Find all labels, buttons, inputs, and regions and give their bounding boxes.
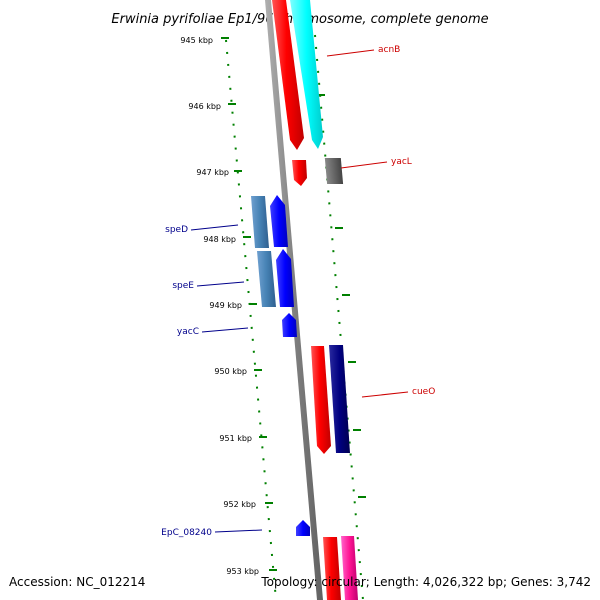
gene-bottom-red[interactable]: [323, 537, 341, 600]
gene-labels: acnB yacL cueO speD speE yacC EpC_08240: [161, 45, 435, 538]
gene-yacL-arrow[interactable]: [292, 160, 307, 186]
gene-bottom-pink[interactable]: [341, 536, 358, 600]
label-speD[interactable]: speD: [165, 225, 188, 235]
gene-acnB-arrow[interactable]: [272, 0, 304, 150]
tick-label-945: 945 kbp: [180, 36, 213, 45]
label-yacL[interactable]: yacL: [391, 157, 412, 167]
topology-text: Topology: circular; Length: 4,026,322 bp…: [260, 575, 591, 589]
label-speE[interactable]: speE: [172, 281, 194, 291]
ruler-ticks-left: [221, 37, 277, 571]
sequence-backbone: [265, 0, 323, 600]
ruler-tick-labels: 945 kbp 946 kbp 947 kbp 948 kbp 949 kbp …: [180, 36, 259, 576]
gene-speD-arrow[interactable]: [270, 195, 288, 247]
tick-label-949: 949 kbp: [209, 301, 242, 310]
gene-cueO-arrow[interactable]: [311, 346, 331, 454]
ruler-left: [225, 39, 277, 600]
label-acnB[interactable]: acnB: [378, 45, 400, 55]
tick-label-953: 953 kbp: [226, 567, 259, 576]
gene-speE-block[interactable]: [257, 251, 276, 307]
gene-speD-block[interactable]: [251, 196, 269, 248]
gene-EpC_08240-arrow[interactable]: [296, 520, 310, 536]
label-leaders: [190, 49, 409, 533]
gene-speE-arrow[interactable]: [276, 249, 294, 307]
accession-text: Accession: NC_012214: [9, 575, 145, 589]
label-cueO[interactable]: cueO: [412, 387, 435, 397]
label-yacC[interactable]: yacC: [177, 327, 199, 337]
label-EpC_08240[interactable]: EpC_08240: [161, 528, 212, 538]
tick-label-950: 950 kbp: [214, 367, 247, 376]
tick-label-951: 951 kbp: [219, 434, 252, 443]
tick-label-946: 946 kbp: [188, 102, 221, 111]
ruler-right: [314, 34, 364, 600]
forward-strand-genes: [272, 0, 358, 600]
reverse-strand-genes: [251, 195, 310, 536]
leader-yacL: [340, 161, 388, 169]
gene-gray-block[interactable]: [324, 158, 344, 184]
gene-navy-block[interactable]: [329, 345, 350, 453]
gene-yacC-arrow[interactable]: [282, 313, 297, 337]
tick-label-947: 947 kbp: [196, 168, 229, 177]
leader-yacC: [201, 327, 249, 333]
gene-cyan-arrow[interactable]: [290, 0, 323, 149]
tick-label-948: 948 kbp: [203, 235, 236, 244]
leader-EpC_08240: [214, 529, 263, 533]
tick-label-952: 952 kbp: [223, 500, 256, 509]
leader-speD: [190, 224, 239, 231]
leader-speE: [196, 281, 245, 287]
leader-acnB: [326, 49, 375, 57]
leader-cueO: [361, 391, 409, 398]
